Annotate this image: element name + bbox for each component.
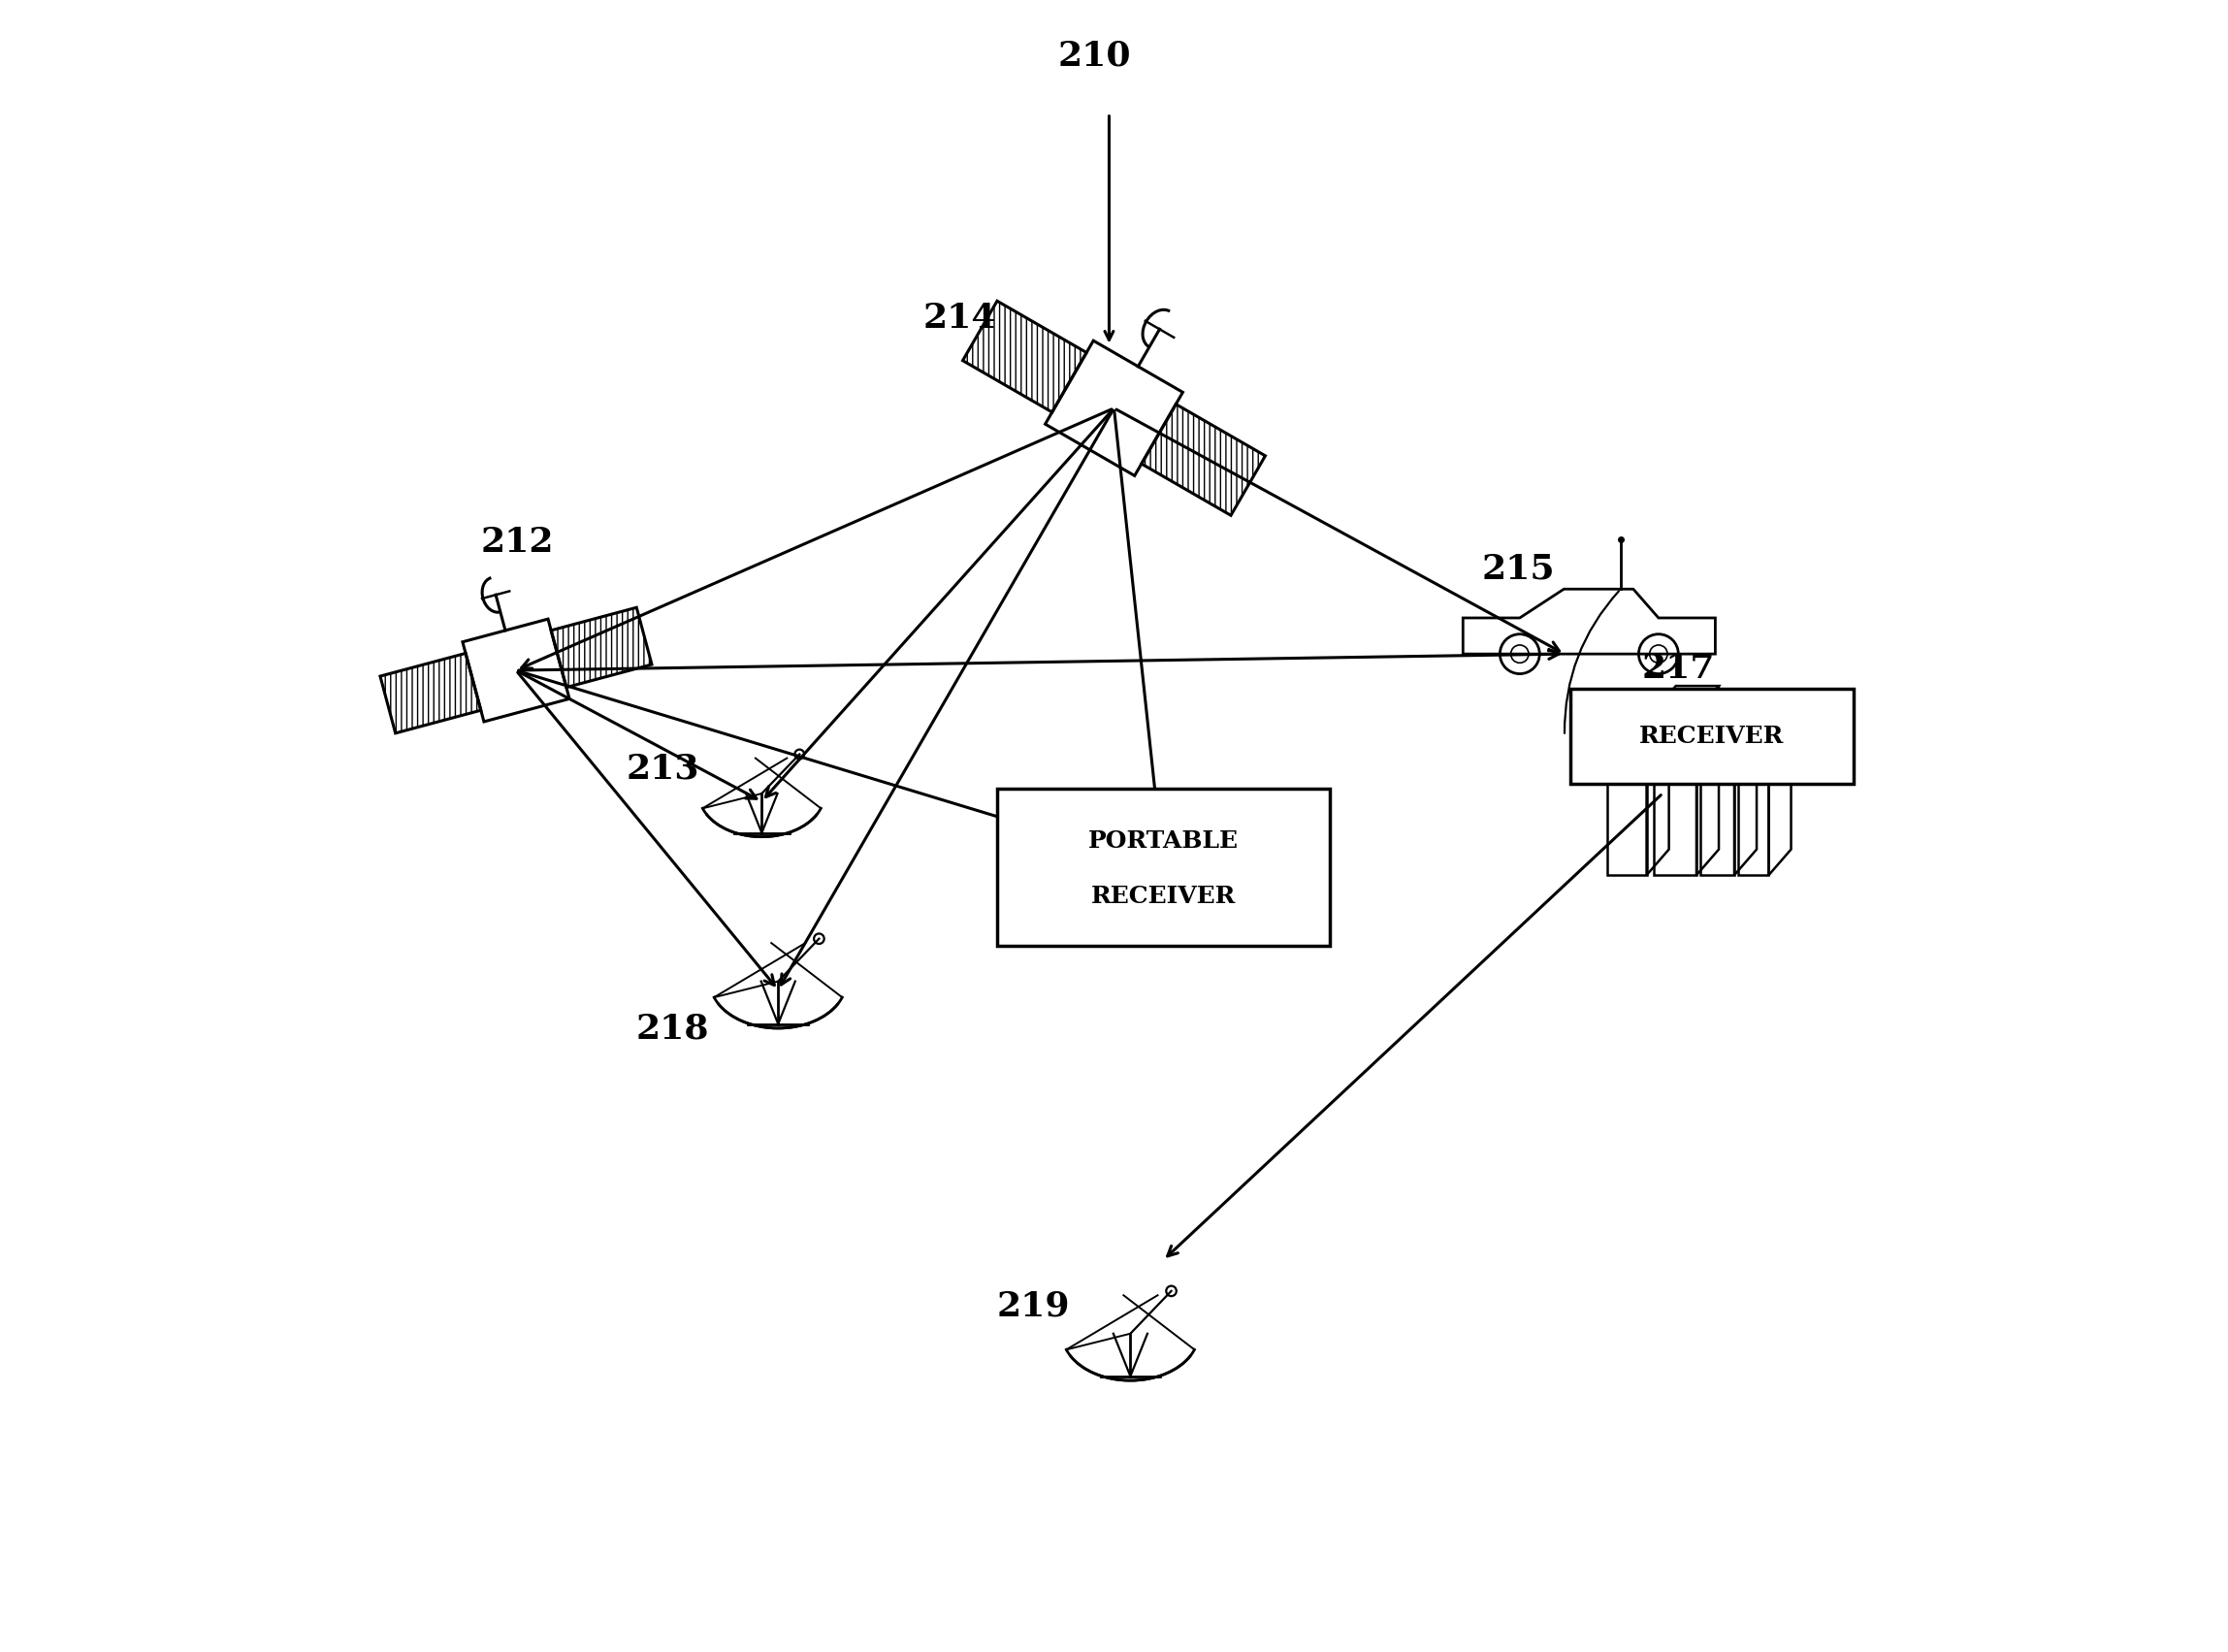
Text: 217: 217 (1642, 653, 1716, 686)
Text: 210: 210 (1058, 40, 1132, 73)
Text: 216: 216 (1152, 786, 1225, 819)
FancyBboxPatch shape (1571, 689, 1854, 783)
Text: 215: 215 (1482, 552, 1555, 585)
Text: 214: 214 (922, 302, 996, 335)
Text: 219: 219 (996, 1290, 1069, 1323)
Text: 213: 213 (626, 752, 700, 785)
Text: 218: 218 (635, 1013, 709, 1046)
Text: RECEIVER: RECEIVER (1092, 885, 1237, 909)
Text: 212: 212 (481, 525, 555, 558)
FancyBboxPatch shape (996, 788, 1330, 945)
Text: RECEIVER: RECEIVER (1640, 724, 1785, 747)
Text: PORTABLE: PORTABLE (1087, 829, 1239, 852)
